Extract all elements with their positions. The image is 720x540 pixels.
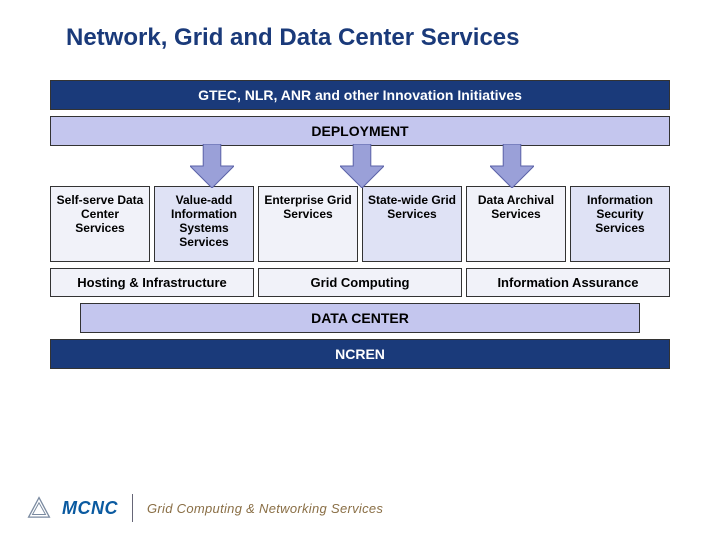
arrow-row bbox=[50, 146, 670, 186]
service-column-label: Information Security Services bbox=[575, 193, 665, 235]
service-group: Grid Computing bbox=[258, 268, 462, 297]
service-group: Hosting & Infrastructure bbox=[50, 268, 254, 297]
logo-divider bbox=[132, 494, 133, 522]
service-groups: Hosting & Infrastructure Grid Computing In… bbox=[50, 268, 670, 297]
data-center-bar: DATA CENTER bbox=[80, 303, 640, 333]
deployment-bar-label: DEPLOYMENT bbox=[311, 123, 408, 139]
down-arrow-icon bbox=[490, 144, 534, 188]
service-column-label: Enterprise Grid Services bbox=[263, 193, 353, 221]
logo-brand: MCNC bbox=[62, 498, 118, 519]
service-column-label: Value-add Information Systems Services bbox=[159, 193, 249, 249]
service-column-label: State-wide Grid Services bbox=[367, 193, 457, 221]
service-columns: Self-serve Data Center Services Value-add… bbox=[50, 186, 670, 262]
service-group-label: Hosting & Infrastructure bbox=[77, 275, 227, 290]
deployment-bar: DEPLOYMENT bbox=[50, 116, 670, 146]
service-column-label: Data Archival Services bbox=[471, 193, 561, 221]
ncren-bar: NCREN bbox=[50, 339, 670, 369]
service-column: Data Archival Services bbox=[466, 186, 566, 262]
down-arrow-icon bbox=[190, 144, 234, 188]
page-title: Network, Grid and Data Center Services bbox=[66, 24, 696, 52]
footer-logo: MCNC Grid Computing & Networking Service… bbox=[26, 494, 383, 522]
service-column: Information Security Services bbox=[570, 186, 670, 262]
innovation-bar: GTEC, NLR, ANR and other Innovation Init… bbox=[50, 80, 670, 110]
service-column-label: Self-serve Data Center Services bbox=[55, 193, 145, 235]
triangle-icon bbox=[26, 495, 52, 521]
data-center-bar-label: DATA CENTER bbox=[311, 310, 409, 326]
service-group: Information Assurance bbox=[466, 268, 670, 297]
service-column: Enterprise Grid Services bbox=[258, 186, 358, 262]
service-column: Self-serve Data Center Services bbox=[50, 186, 150, 262]
service-column: State-wide Grid Services bbox=[362, 186, 462, 262]
service-group-label: Information Assurance bbox=[497, 275, 638, 290]
ncren-bar-label: NCREN bbox=[335, 346, 385, 362]
down-arrow-icon bbox=[340, 144, 384, 188]
service-column: Value-add Information Systems Services bbox=[154, 186, 254, 262]
innovation-bar-label: GTEC, NLR, ANR and other Innovation Init… bbox=[198, 87, 522, 103]
logo-tagline: Grid Computing & Networking Services bbox=[147, 501, 383, 516]
service-group-label: Grid Computing bbox=[311, 275, 410, 290]
